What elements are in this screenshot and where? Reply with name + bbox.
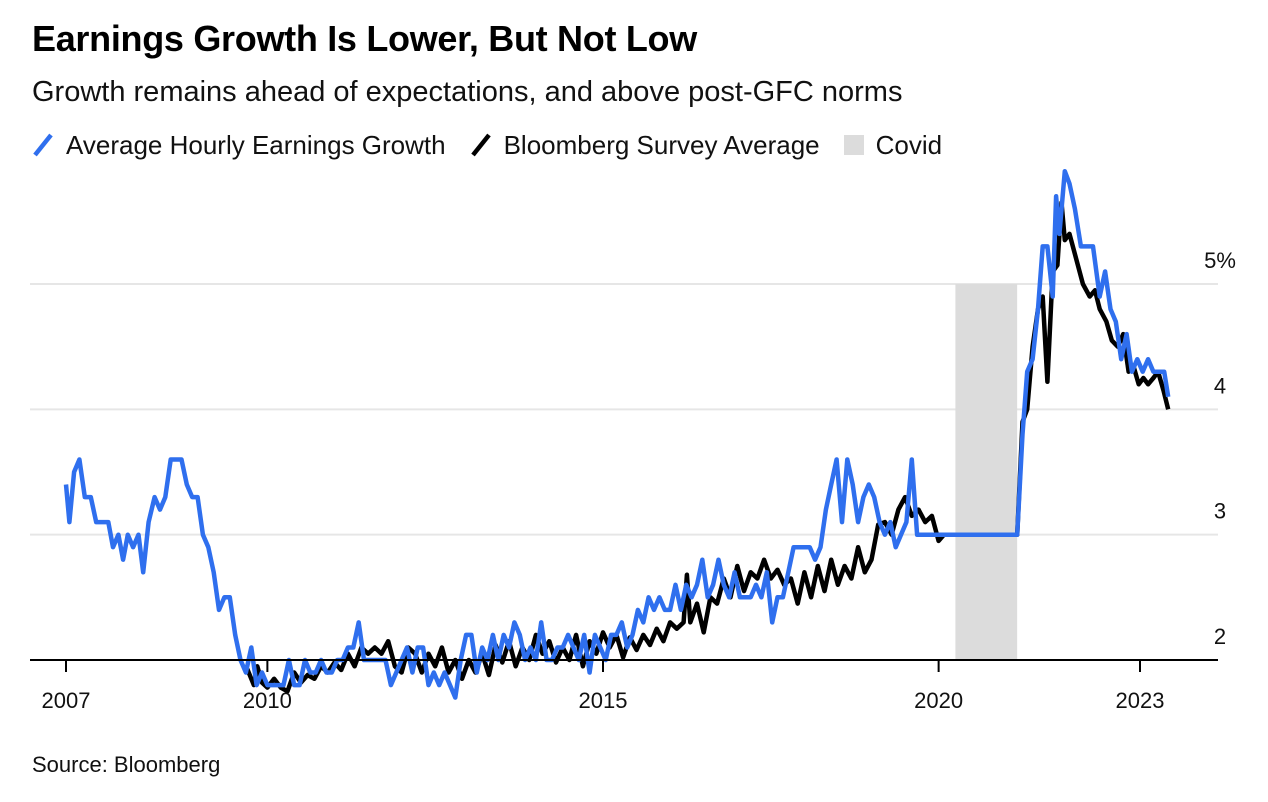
legend-line-icon-ahe [33,133,53,157]
legend-item-survey: Bloomberg Survey Average [470,130,820,161]
x-tick-label-2010: 2010 [243,688,292,713]
legend-item-ahe: Average Hourly Earnings Growth [32,130,446,161]
chart-legend: Average Hourly Earnings Growth Bloomberg… [32,128,966,162]
legend-item-covid: Covid [843,129,943,161]
y-tick-label-2: 2 [1214,624,1226,649]
series-line-ahe [63,168,1171,700]
series-line-survey [245,200,1171,694]
legend-label-ahe: Average Hourly Earnings Growth [66,129,446,160]
legend-swatch-covid [843,135,864,155]
source-note: Source: Bloomberg [32,752,221,777]
legend-line-icon-survey [470,133,491,157]
x-tick-label-2015: 2015 [579,688,628,713]
y-tick-label-5: 5% [1204,248,1236,273]
x-tick-label-2007: 2007 [42,688,91,713]
legend-label-covid: Covid [875,129,943,160]
chart-subtitle: Growth remains ahead of expectations, an… [32,76,903,108]
x-tick-label-2020: 2020 [914,688,963,713]
x-tick-label-2023: 2023 [1116,688,1165,713]
y-tick-label-4: 4 [1214,373,1226,398]
covid-shade [955,284,1018,660]
y-tick-label-3: 3 [1214,499,1226,524]
legend-label-survey: Bloomberg Survey Average [503,129,820,160]
chart-title: Earnings Growth Is Lower, But Not Low [32,18,697,59]
